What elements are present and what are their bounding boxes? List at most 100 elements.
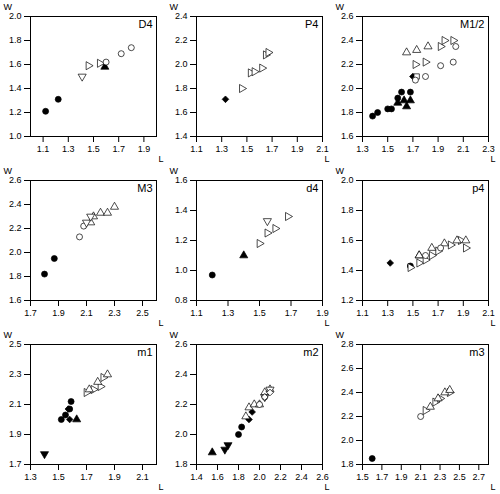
svg-text:1.9: 1.9	[291, 144, 304, 154]
svg-text:2.5: 2.5	[136, 308, 149, 318]
svg-text:1.7: 1.7	[376, 472, 389, 482]
svg-text:2.0: 2.0	[9, 11, 22, 21]
svg-text:2.7: 2.7	[473, 472, 486, 482]
svg-text:W: W	[170, 166, 179, 176]
svg-text:p4: p4	[472, 182, 484, 194]
svg-text:1.8: 1.8	[341, 205, 354, 215]
svg-text:1.9: 1.9	[9, 429, 22, 439]
svg-text:1.5: 1.5	[356, 472, 369, 482]
svg-text:1.4: 1.4	[9, 83, 22, 93]
svg-text:1.5: 1.5	[253, 308, 266, 318]
svg-text:1.6: 1.6	[211, 472, 224, 482]
svg-text:W: W	[4, 166, 13, 176]
svg-text:2.1: 2.1	[414, 472, 427, 482]
svg-text:1.6: 1.6	[341, 235, 354, 245]
svg-text:1.2: 1.2	[175, 235, 188, 245]
svg-text:2.1: 2.1	[316, 144, 329, 154]
svg-text:1.6: 1.6	[9, 295, 22, 305]
svg-text:m1: m1	[137, 346, 152, 358]
svg-text:1.3: 1.3	[215, 144, 228, 154]
svg-text:1.7: 1.7	[112, 144, 125, 154]
svg-text:2.0: 2.0	[341, 175, 354, 185]
svg-text:1.3: 1.3	[381, 308, 394, 318]
svg-text:2.4: 2.4	[295, 472, 308, 482]
svg-text:2.6: 2.6	[341, 363, 354, 373]
svg-text:2.1: 2.1	[9, 399, 22, 409]
svg-text:L: L	[158, 318, 163, 328]
svg-text:L: L	[324, 318, 329, 328]
svg-text:2.2: 2.2	[341, 411, 354, 421]
svg-text:2.8: 2.8	[341, 339, 354, 349]
svg-text:1.7: 1.7	[266, 144, 279, 154]
svg-text:1.7: 1.7	[407, 144, 420, 154]
svg-text:1.6: 1.6	[9, 59, 22, 69]
svg-text:W: W	[336, 330, 345, 340]
svg-text:2.2: 2.2	[175, 399, 188, 409]
svg-text:1.9: 1.9	[108, 472, 121, 482]
svg-text:1.0: 1.0	[175, 265, 188, 275]
svg-text:W: W	[170, 330, 179, 340]
svg-text:1.6: 1.6	[341, 131, 354, 141]
svg-text:1.7: 1.7	[9, 459, 22, 469]
svg-text:W: W	[336, 166, 345, 176]
svg-text:1.3: 1.3	[356, 144, 369, 154]
svg-text:L: L	[490, 482, 495, 492]
svg-text:2.2: 2.2	[175, 35, 188, 45]
svg-text:1.8: 1.8	[175, 83, 188, 93]
svg-text:1.9: 1.9	[316, 308, 329, 318]
svg-text:1.3: 1.3	[62, 144, 75, 154]
svg-text:1.5: 1.5	[381, 144, 394, 154]
svg-text:1.6: 1.6	[175, 107, 188, 117]
svg-text:M1/2: M1/2	[460, 18, 484, 30]
svg-text:2.1: 2.1	[482, 308, 495, 318]
svg-text:2.4: 2.4	[341, 35, 354, 45]
svg-text:1.5: 1.5	[241, 144, 254, 154]
svg-text:1.8: 1.8	[9, 35, 22, 45]
svg-text:2.1: 2.1	[136, 472, 149, 482]
svg-text:L: L	[490, 154, 495, 164]
svg-text:1.3: 1.3	[24, 472, 37, 482]
svg-text:2.0: 2.0	[175, 59, 188, 69]
svg-text:L: L	[324, 482, 329, 492]
svg-text:M3: M3	[137, 182, 152, 194]
svg-text:1.8: 1.8	[341, 107, 354, 117]
svg-text:1.6: 1.6	[175, 175, 188, 185]
svg-text:2.0: 2.0	[9, 247, 22, 257]
svg-text:1.9: 1.9	[395, 472, 408, 482]
svg-text:2.4: 2.4	[341, 387, 354, 397]
svg-text:2.2: 2.2	[9, 223, 22, 233]
svg-text:d4: d4	[306, 182, 318, 194]
svg-text:1.4: 1.4	[341, 265, 354, 275]
svg-text:1.4: 1.4	[190, 472, 203, 482]
svg-text:2.0: 2.0	[253, 472, 266, 482]
svg-text:1.7: 1.7	[24, 308, 37, 318]
svg-text:2.4: 2.4	[9, 199, 22, 209]
svg-text:1.9: 1.9	[432, 144, 445, 154]
svg-text:L: L	[158, 154, 163, 164]
svg-text:2.2: 2.2	[274, 472, 287, 482]
svg-text:1.1: 1.1	[190, 144, 203, 154]
svg-text:L: L	[324, 154, 329, 164]
svg-text:W: W	[170, 2, 179, 12]
svg-text:2.6: 2.6	[341, 11, 354, 21]
svg-text:1.2: 1.2	[9, 107, 22, 117]
svg-text:2.3: 2.3	[9, 369, 22, 379]
svg-text:P4: P4	[305, 18, 318, 30]
svg-text:2.1: 2.1	[80, 308, 93, 318]
svg-text:2.2: 2.2	[341, 59, 354, 69]
svg-text:1.7: 1.7	[285, 308, 298, 318]
svg-text:1.2: 1.2	[341, 295, 354, 305]
svg-text:0.8: 0.8	[175, 295, 188, 305]
svg-text:W: W	[4, 330, 13, 340]
svg-text:1.5: 1.5	[407, 308, 420, 318]
svg-text:1.8: 1.8	[341, 459, 354, 469]
svg-text:2.6: 2.6	[316, 472, 329, 482]
svg-text:1.4: 1.4	[175, 131, 188, 141]
svg-text:2.1: 2.1	[457, 144, 470, 154]
svg-text:1.8: 1.8	[9, 271, 22, 281]
svg-text:2.0: 2.0	[175, 429, 188, 439]
svg-text:1.4: 1.4	[175, 205, 188, 215]
svg-text:2.6: 2.6	[175, 339, 188, 349]
svg-text:1.0: 1.0	[9, 131, 22, 141]
svg-text:2.4: 2.4	[175, 11, 188, 21]
